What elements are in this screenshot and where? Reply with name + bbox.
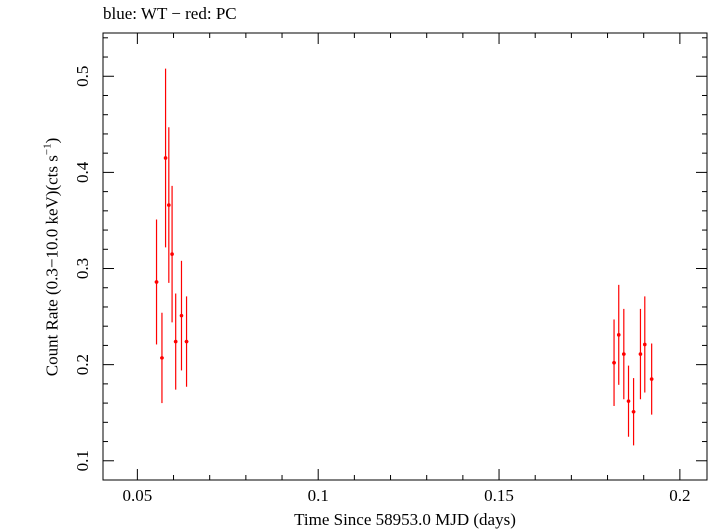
y-axis-label: Count Rate (0.3−10.0 keV)(cts s−1) [42,138,63,377]
data-marker [616,333,621,337]
x-tick-label: 0.1 [308,486,329,505]
y-axis-label-superscript: −1 [41,143,54,156]
data-marker [642,342,647,347]
data-point [163,68,168,248]
data-point [649,343,654,415]
data-point [616,284,621,385]
data-point [631,378,636,446]
data-marker [160,356,164,360]
data-marker [173,339,178,344]
data-point [179,260,184,371]
data-marker [631,409,636,414]
data-point [612,319,616,406]
data-point [160,312,164,404]
data-marker [649,377,654,381]
axis-tick-labels: 0.05 0.1 0.15 0.2 0.1 0.2 0.3 0.4 0.5 [73,66,690,505]
data-marker [154,280,159,284]
data-marker [638,352,643,356]
y-tick-label: 0.3 [73,258,92,279]
data-marker [167,203,171,207]
data-point [173,293,178,390]
x-tick-label: 0.05 [122,486,152,505]
y-axis-label-end: ) [42,137,62,144]
data-point [626,365,631,437]
data-points [154,68,654,446]
data-marker [170,252,174,256]
y-tick-label: 0.1 [73,450,92,471]
chart-title: blue: WT − red: PC [103,4,237,23]
data-point [167,127,171,283]
data-point [638,308,643,400]
x-axis-label: Time Since 58953.0 MJD (days) [294,510,516,529]
data-point [184,296,189,387]
data-point [642,296,647,393]
data-point [170,185,174,323]
y-tick-label: 0.4 [73,161,92,183]
data-marker [626,399,631,403]
data-marker [179,313,184,318]
y-tick-label: 0.2 [73,354,92,375]
data-point [154,219,159,345]
y-tick-label: 0.5 [73,66,92,87]
x-tick-label: 0.15 [484,486,514,505]
data-marker [184,339,189,344]
data-point [622,308,626,400]
data-marker [622,352,626,356]
x-tick-label: 0.2 [669,486,690,505]
data-marker [163,156,168,160]
data-marker [612,360,616,365]
plot-frame [102,32,708,481]
axis-ticks [103,33,707,481]
y-axis-label-main: Count Rate (0.3−10.0 keV)(cts s [42,155,62,377]
